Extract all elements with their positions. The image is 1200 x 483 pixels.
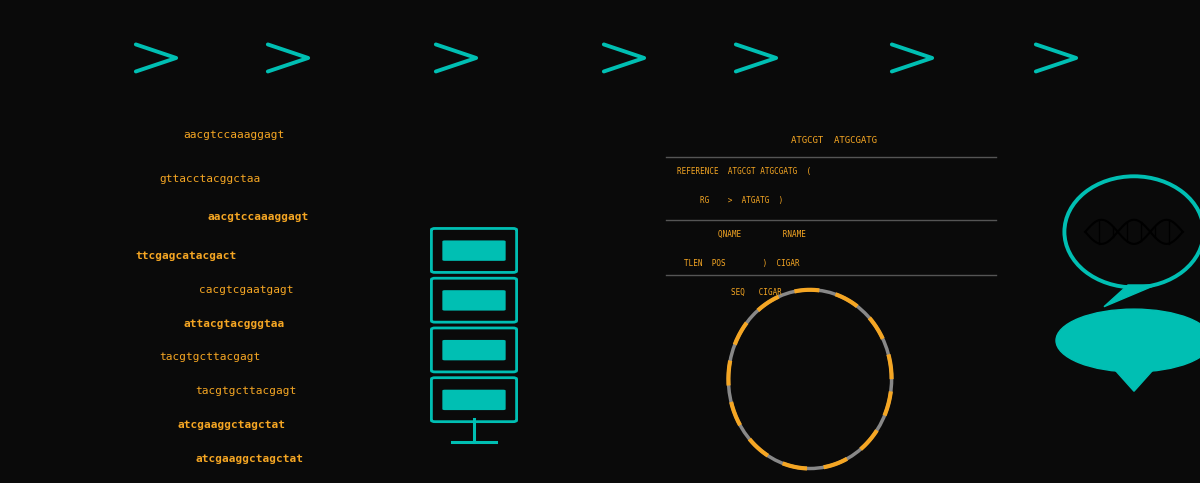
Text: atcgaaggctagctat: atcgaaggctagctat	[196, 454, 304, 464]
Text: cacgtcgaatgagt: cacgtcgaatgagt	[199, 285, 293, 295]
Polygon shape	[1104, 285, 1156, 307]
Text: ttcgagcatacgact: ttcgagcatacgact	[136, 251, 236, 261]
FancyBboxPatch shape	[443, 340, 505, 360]
Text: RG    >  ATGATG  ): RG > ATGATG )	[700, 196, 784, 205]
Text: attacgtacgggtaa: attacgtacgggtaa	[184, 319, 284, 328]
Polygon shape	[1112, 367, 1156, 391]
FancyBboxPatch shape	[443, 390, 505, 410]
Text: REFERENCE  ATGCGT ATGCGATG  (: REFERENCE ATGCGT ATGCGATG (	[677, 167, 811, 176]
Text: ATGCGT  ATGCGATG: ATGCGT ATGCGATG	[791, 136, 877, 144]
FancyBboxPatch shape	[443, 290, 505, 311]
Text: gttacctacggctaa: gttacctacggctaa	[160, 174, 260, 184]
Text: aacgtccaaaggagt: aacgtccaaaggagt	[184, 130, 284, 140]
Text: TLEN  POS        )  CIGAR: TLEN POS ) CIGAR	[684, 259, 799, 268]
Circle shape	[1056, 309, 1200, 372]
FancyBboxPatch shape	[443, 241, 505, 261]
Text: SEQ   CIGAR: SEQ CIGAR	[731, 288, 781, 297]
Text: tacgtgcttacgagt: tacgtgcttacgagt	[160, 353, 260, 362]
Text: aacgtccaaaggagt: aacgtccaaaggagt	[208, 213, 308, 222]
Text: atcgaaggctagctat: atcgaaggctagctat	[178, 420, 286, 430]
Text: QNAME         RNAME: QNAME RNAME	[718, 230, 806, 239]
Text: tacgtgcttacgagt: tacgtgcttacgagt	[196, 386, 296, 396]
